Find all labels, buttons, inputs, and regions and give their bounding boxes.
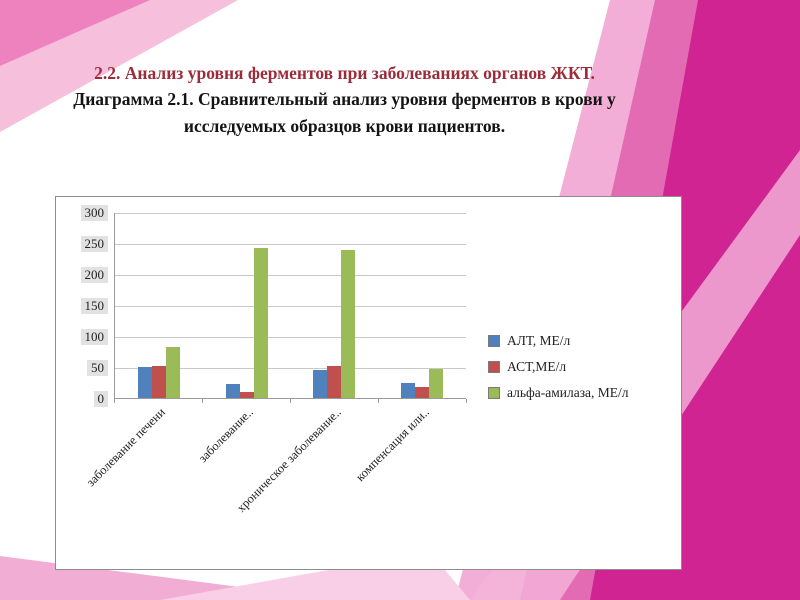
chart: 0 50 100 150 200 250 300 заболевание печени заб… (55, 196, 682, 570)
x-axis-tick (114, 399, 115, 403)
legend-item: альфа-амилаза, МЕ/л (488, 385, 629, 401)
x-axis-tick (290, 399, 291, 403)
decor-shape (0, 0, 150, 66)
bar-groups (115, 213, 466, 398)
slide-subtitle: Диаграмма 2.1. Сравнительный анализ уров… (73, 89, 616, 136)
x-axis-category-label: хроническое заболевание.. (233, 405, 344, 515)
legend-swatch (488, 335, 500, 347)
legend-item: АСТ,МЕ/л (488, 359, 629, 375)
bar (165, 347, 180, 398)
bar-group (115, 213, 203, 398)
gridline (115, 213, 466, 214)
bar-group (203, 213, 291, 398)
bar (239, 392, 254, 398)
gridline (115, 306, 466, 307)
title-block: 2.2. Анализ уровня ферментов при заболев… (42, 60, 647, 139)
chart-legend: АЛТ, МЕ/л АСТ,МЕ/л альфа-амилаза, МЕ/л (488, 333, 629, 411)
x-axis-category-label: компенсация или.. (352, 405, 432, 484)
legend-swatch (488, 361, 500, 373)
gridline (115, 368, 466, 369)
y-axis-tick-label: 50 (87, 360, 108, 376)
legend-swatch (488, 387, 500, 399)
bar (401, 383, 416, 398)
bar-group (378, 213, 466, 398)
bar (327, 366, 342, 398)
slide-title: 2.2. Анализ уровня ферментов при заболев… (94, 63, 595, 83)
bar (137, 367, 152, 398)
x-axis-category-label: заболевание.. (195, 405, 256, 466)
y-axis-tick-label: 150 (80, 298, 108, 314)
x-axis-tick (466, 399, 467, 403)
gridline (115, 244, 466, 245)
y-axis: 0 50 100 150 200 250 300 (56, 205, 112, 407)
legend-label: альфа-амилаза, МЕ/л (507, 385, 629, 400)
y-axis-tick-label: 200 (80, 267, 108, 283)
bar (225, 383, 240, 398)
x-axis-tick (378, 399, 379, 403)
bar-group (291, 213, 379, 398)
bar (313, 370, 328, 398)
legend-label: АЛТ, МЕ/л (507, 333, 571, 348)
bar (253, 247, 268, 398)
bar (151, 365, 166, 398)
bar (429, 369, 444, 398)
gridline (115, 337, 466, 338)
y-axis-tick-label: 0 (93, 391, 108, 407)
x-axis-tick (202, 399, 203, 403)
bar (341, 250, 356, 398)
legend-label: АСТ,МЕ/л (507, 359, 567, 374)
y-axis-tick-label: 100 (80, 329, 108, 345)
gridline (115, 275, 466, 276)
y-axis-tick-label: 300 (80, 205, 108, 221)
bar (415, 386, 430, 398)
x-axis-category-label: заболевание печени (83, 405, 168, 490)
plot-area (114, 213, 466, 399)
y-axis-tick-label: 250 (80, 236, 108, 252)
legend-item: АЛТ, МЕ/л (488, 333, 629, 349)
